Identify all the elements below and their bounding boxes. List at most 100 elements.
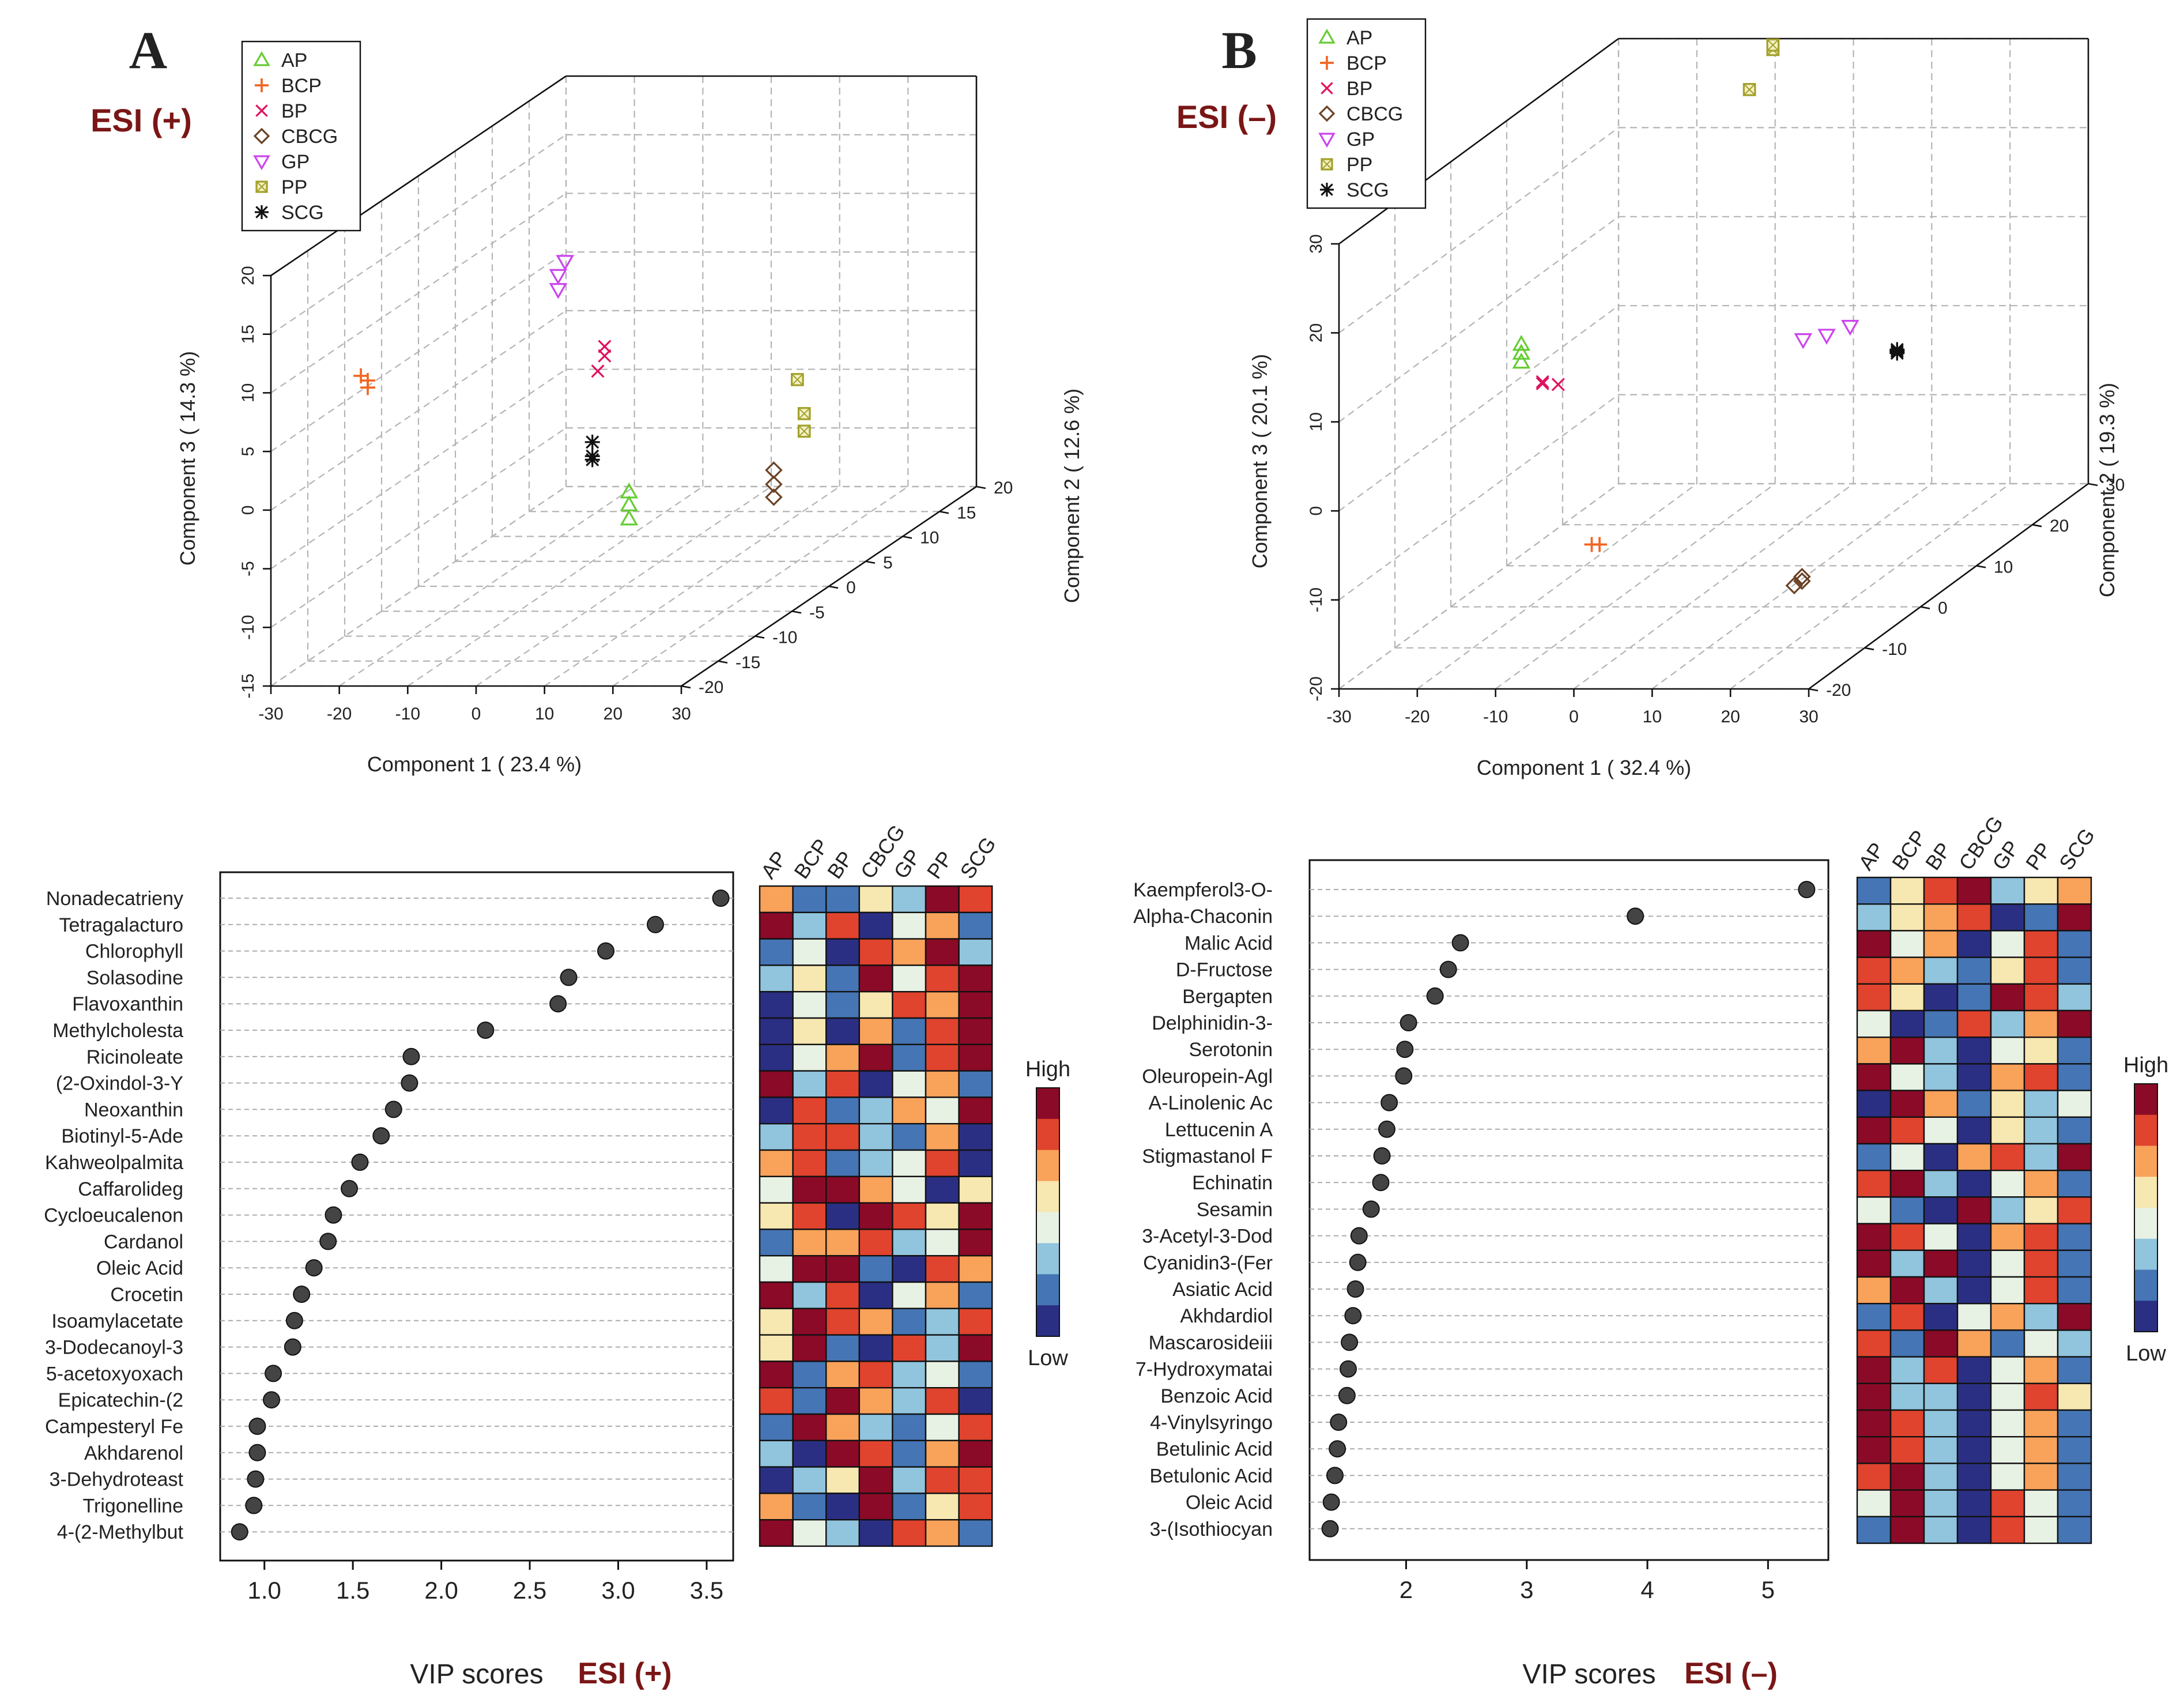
legend-marker-pp-cross [1321,159,1333,170]
heatmap-cell [825,1440,860,1468]
heatmap-cell [759,1254,794,1283]
category-label: Echinatin [1192,1172,1273,1194]
heatmap-cell [2023,1009,2059,1038]
category-label: Oleic Acid [1186,1492,1273,1514]
top-left-edge [1338,37,1619,245]
point-ap [1512,352,1531,369]
heatmap-cell [1990,1196,2025,1224]
panel-a-ylabel: Component 2 ( 12.6 %) [1060,389,1084,603]
heatmap-cell [2023,1063,2059,1091]
y-tick [755,635,765,639]
category-label: Stigmastanol F [1142,1145,1273,1167]
heatmap-cell [825,1070,860,1098]
heatmap-cell [1923,1489,1959,1518]
x-tick-label: 1.5 [336,1577,369,1604]
heatmap-cell [1956,1169,1992,1198]
heatmap-cell [858,1254,893,1283]
heatmap-cell [825,1043,860,1072]
color-scale-segment [2134,1177,2157,1208]
heatmap-cell [1856,1169,1892,1198]
vip-point [1362,1200,1380,1218]
panel-b-ylabel: Component 2 ( 19.3 %) [2095,383,2119,597]
heatmap-cell [1889,1063,1925,1091]
heatmap-cell [1990,1223,2025,1252]
heatmap-cell [1923,1036,1959,1065]
category-label: Methylcholesta [52,1020,183,1042]
x-tick-label: -20 [1405,707,1429,726]
legend-marker-scg [255,205,269,219]
panel-b-3d-scatter: B ESI (–) -30 -20 -10 0 10 20 30-20-100102030-… [1176,18,2125,779]
heatmap-cell [958,1149,993,1177]
legend-marker-pp [255,180,268,193]
heatmap-cell [1856,1196,1892,1224]
heatmap-column-label: AP [756,847,791,883]
point-bcp [1592,537,1608,552]
x-tick-label: -30 [258,704,283,724]
heatmap-cell [1889,1302,1925,1331]
y-tick [1864,647,1874,651]
vip-point [1439,960,1457,978]
heatmap-cell [958,1361,993,1389]
x-tick-label: 20 [603,704,623,724]
heatmap-cell [1990,1009,2025,1038]
category-label: Asiatic Acid [1172,1279,1273,1301]
heatmap-cell [2023,1169,2059,1198]
heatmap-cell [825,1122,860,1151]
heatmap-cell [858,1466,893,1494]
heatmap-cell [1923,983,1959,1012]
vip-point [560,969,578,986]
heatmap-cell [1856,1516,1892,1544]
x-tick-label: 2 [1400,1576,1413,1603]
point-bp-shape [1551,378,1565,391]
heatmap-cell [1923,930,1959,958]
heatmap-cell [1923,1329,1959,1358]
heatmap-cell [892,1413,927,1441]
color-scale-segment [2134,1238,2157,1271]
heatmap-cell [925,1043,960,1072]
heatmap-cell [892,911,927,940]
heatmap-cell [1923,1169,1959,1198]
heatmap-cell [858,1493,893,1521]
heatmap-cell [759,1017,794,1045]
heatmap-cell [1990,1169,2025,1198]
x-tick-label: -10 [395,704,420,724]
heatmap-cell [958,1334,993,1362]
vip-point [1395,1067,1413,1085]
heatmap-cell [2057,1249,2092,1278]
vip-point [1344,1307,1362,1325]
heatmap-cell [1956,1463,1992,1491]
vip-point [231,1523,248,1541]
legend-label-cbcg: CBCG [281,126,338,148]
heatmap-column-label: BCP [789,834,833,883]
heatmap-cell [1889,1196,1925,1224]
heatmap-cell [1856,1435,1892,1464]
heatmap-cell [892,885,927,913]
heatmap-cell [1956,1329,1992,1358]
y-tick-label: 5 [883,553,893,572]
heatmap-cell [1856,1223,1892,1252]
panel-a-zlabel: Component 3 ( 14.3 %) [176,351,199,566]
category-label: Cycloeucalenon [44,1205,183,1227]
heatmap-cell [1990,1063,2025,1091]
heatmap-cell [759,885,794,913]
z-tick-label: 10 [239,383,258,402]
heatmap-cell [1889,1516,1925,1544]
heatmap-cell [759,1440,794,1468]
category-label: Flavoxanthin [72,993,183,1015]
x-tick-label: 2.5 [513,1577,546,1604]
point-gp [1840,319,1859,336]
x-tick-label: 20 [1721,707,1740,726]
legend-box [1306,18,1427,209]
category-label: Isoamylacetate [51,1310,183,1332]
left-wall-grid-depth [1338,483,1619,689]
heatmap-cell [1856,1249,1892,1278]
x-tick-label: 3.0 [601,1577,635,1604]
heatmap-cell [958,1254,993,1283]
heatmap-cell [1889,1249,1925,1278]
heatmap-cell [1990,903,2025,932]
heatmap-cell [1990,1463,2025,1491]
vip-point [1321,1520,1339,1538]
y-tick [718,660,728,664]
panel-b-xlabel: Component 1 ( 32.4 %) [1477,756,1691,779]
heatmap-cell [858,1096,893,1125]
